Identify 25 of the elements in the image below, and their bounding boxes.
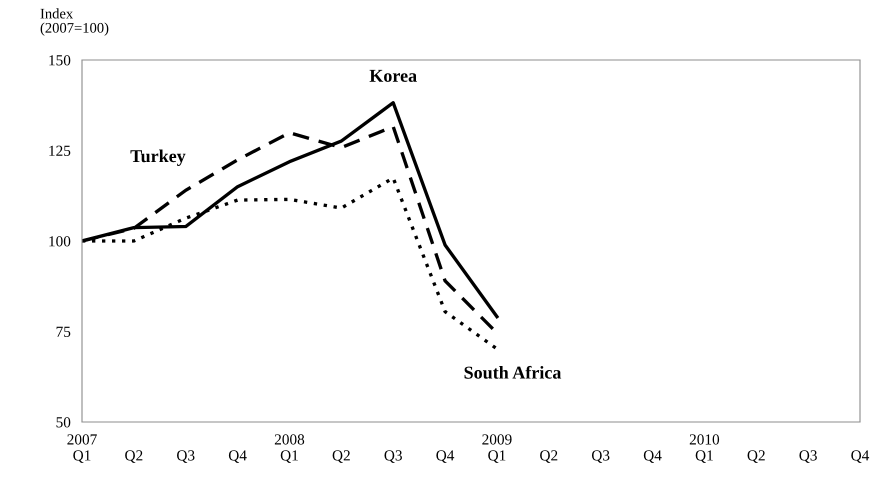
x-tick-label: Q2	[332, 450, 350, 463]
x-tick-label: Q3	[592, 450, 610, 463]
x-tick-label: 2008 Q1	[274, 434, 304, 463]
y-tick-label: 125	[49, 146, 70, 156]
x-tick-label: Q2	[540, 450, 558, 463]
x-tick-label: Q2	[125, 450, 142, 463]
x-tick-label: Q3	[799, 450, 817, 463]
x-tick-label: 2010 Q1	[690, 434, 720, 463]
x-tick-label: Q2	[748, 450, 765, 463]
x-tick-label: Q4	[436, 450, 454, 463]
series-label: Korea	[370, 70, 417, 82]
x-tick-label: 2009 Q1	[482, 434, 512, 463]
x-tick-label: 2007 Q1	[67, 434, 97, 463]
x-tick-label: Q4	[851, 450, 870, 463]
x-tick-label: Q4	[644, 450, 662, 463]
x-tick-label: Q3	[177, 450, 194, 463]
x-tick-label: Q3	[384, 450, 402, 463]
y-tick-label: 50	[56, 417, 70, 428]
y-tick-label: 100	[49, 236, 70, 246]
x-tick-label: Q4	[228, 450, 247, 463]
y-axis-title: Index (2007=100)	[40, 8, 108, 36]
series-label: South Africa	[464, 366, 562, 379]
y-tick-label: 75	[56, 326, 70, 337]
series-label: Turkey	[130, 150, 186, 166]
y-tick-label: 150	[49, 55, 70, 66]
